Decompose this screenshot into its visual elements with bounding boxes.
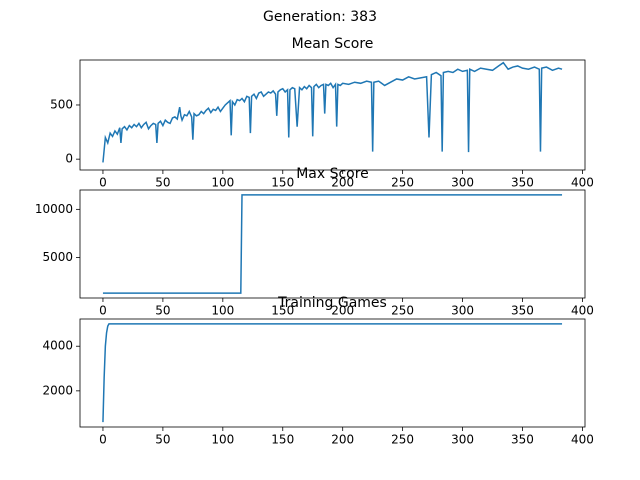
x-tick-label: 200 bbox=[331, 176, 354, 190]
x-tick-label: 250 bbox=[391, 433, 414, 447]
x-tick-label: 250 bbox=[391, 304, 414, 318]
x-tick-label: 400 bbox=[571, 176, 594, 190]
x-tick-label: 150 bbox=[271, 304, 294, 318]
x-tick-label: 100 bbox=[211, 304, 234, 318]
x-tick-label: 250 bbox=[391, 176, 414, 190]
x-tick-label: 350 bbox=[511, 176, 534, 190]
y-tick-label: 2000 bbox=[42, 383, 73, 397]
axes-title: Training Games bbox=[277, 295, 387, 311]
y-tick-label: 4000 bbox=[42, 339, 73, 353]
axes-frame bbox=[79, 189, 586, 299]
axes-title: Max Score bbox=[296, 166, 369, 182]
x-tick-label: 100 bbox=[211, 176, 234, 190]
figure-title: Generation: 383 bbox=[263, 9, 377, 25]
x-tick-label: 50 bbox=[155, 433, 170, 447]
x-tick-label: 350 bbox=[511, 304, 534, 318]
data-line bbox=[102, 61, 563, 163]
x-tick-label: 400 bbox=[571, 304, 594, 318]
y-tick-label: 5000 bbox=[42, 250, 73, 264]
x-tick-label: 100 bbox=[211, 433, 234, 447]
x-tick-label: 300 bbox=[451, 176, 474, 190]
x-tick-label: 400 bbox=[571, 433, 594, 447]
x-tick-label: 150 bbox=[271, 176, 294, 190]
y-tick-label: 0 bbox=[65, 152, 73, 166]
x-tick-label: 0 bbox=[99, 176, 107, 190]
x-tick-label: 300 bbox=[451, 304, 474, 318]
x-tick-label: 50 bbox=[155, 176, 170, 190]
x-tick-label: 200 bbox=[331, 304, 354, 318]
data-line bbox=[102, 323, 563, 423]
x-tick-label: 0 bbox=[99, 304, 107, 318]
y-tick-label: 500 bbox=[50, 97, 73, 111]
x-tick-label: 200 bbox=[331, 433, 354, 447]
x-tick-label: 350 bbox=[511, 433, 534, 447]
x-tick-label: 150 bbox=[271, 433, 294, 447]
axes-title: Mean Score bbox=[292, 36, 374, 52]
data-line bbox=[102, 194, 563, 294]
axes-frame bbox=[79, 59, 586, 171]
x-tick-label: 0 bbox=[99, 433, 107, 447]
x-tick-label: 300 bbox=[451, 433, 474, 447]
axes-frame bbox=[79, 318, 586, 428]
x-tick-label: 50 bbox=[155, 304, 170, 318]
y-tick-label: 10000 bbox=[35, 202, 73, 216]
